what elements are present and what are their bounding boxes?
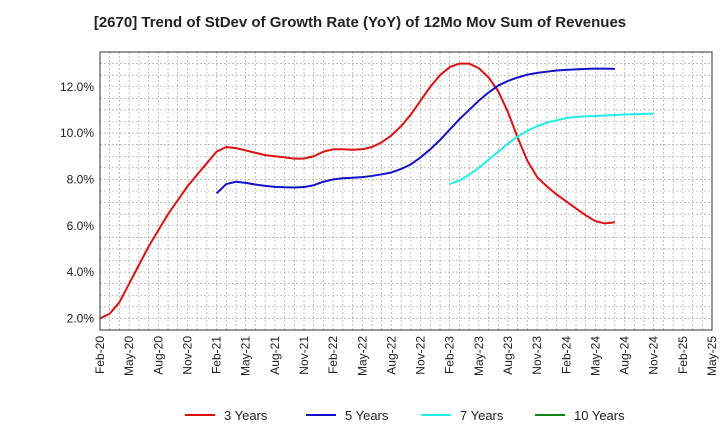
y-tick-label: 2.0%: [67, 311, 95, 325]
legend-label: 5 Years: [345, 408, 389, 423]
series-layer: [99, 62, 654, 320]
grid-layer: [100, 52, 712, 330]
x-tick-label: Feb-24: [559, 336, 573, 374]
legend-label: 3 Years: [224, 408, 268, 423]
x-tick-label: Feb-21: [210, 336, 224, 374]
x-tick-label: Aug-21: [268, 336, 282, 375]
y-tick-label: 12.0%: [60, 80, 94, 94]
x-tick-label: May-20: [122, 336, 136, 376]
x-tick-label: Nov-21: [297, 336, 311, 375]
x-tick-label: Aug-23: [501, 336, 515, 375]
x-tick-label: May-21: [239, 336, 253, 376]
series-line-7-years: [449, 112, 654, 185]
axis-layer: 2.0% 4.0% 6.0% 8.0% 10.0% 12.0% Feb-20 May-20 Au…: [60, 80, 719, 376]
y-tick-label: 10.0%: [60, 126, 94, 140]
x-tick-label: May-24: [588, 336, 602, 376]
x-tick-label: Aug-22: [384, 336, 398, 375]
x-tick-label: Nov-24: [647, 336, 661, 375]
x-tick-label: Feb-25: [676, 336, 690, 374]
y-tick-label: 6.0%: [67, 219, 95, 233]
x-tick-label: Nov-23: [530, 336, 544, 375]
x-tick-label: Nov-20: [180, 336, 194, 375]
x-tick-label: Feb-23: [443, 336, 457, 374]
legend-label: 10 Years: [574, 408, 625, 423]
chart-title: [2670] Trend of StDev of Growth Rate (Yo…: [93, 14, 627, 31]
x-tick-label: May-25: [705, 336, 719, 376]
y-tick-label: 4.0%: [67, 265, 95, 279]
x-tick-label: May-22: [355, 336, 369, 376]
legend-label: 7 Years: [460, 408, 504, 423]
y-tick-label: 8.0%: [67, 172, 95, 186]
x-tick-label: Nov-22: [414, 336, 428, 375]
series-line-5-years: [215, 67, 615, 195]
plot-border: [99, 51, 713, 331]
legend: 3 Years 5 Years 7 Years 10 Years: [185, 408, 625, 423]
x-tick-label: May-23: [472, 336, 486, 376]
x-tick-label: Aug-24: [618, 336, 632, 375]
series-line-3-years: [99, 62, 615, 320]
x-tick-label: Feb-20: [93, 336, 107, 374]
x-tick-label: Aug-20: [151, 336, 165, 375]
x-tick-label: Feb-22: [326, 336, 340, 374]
